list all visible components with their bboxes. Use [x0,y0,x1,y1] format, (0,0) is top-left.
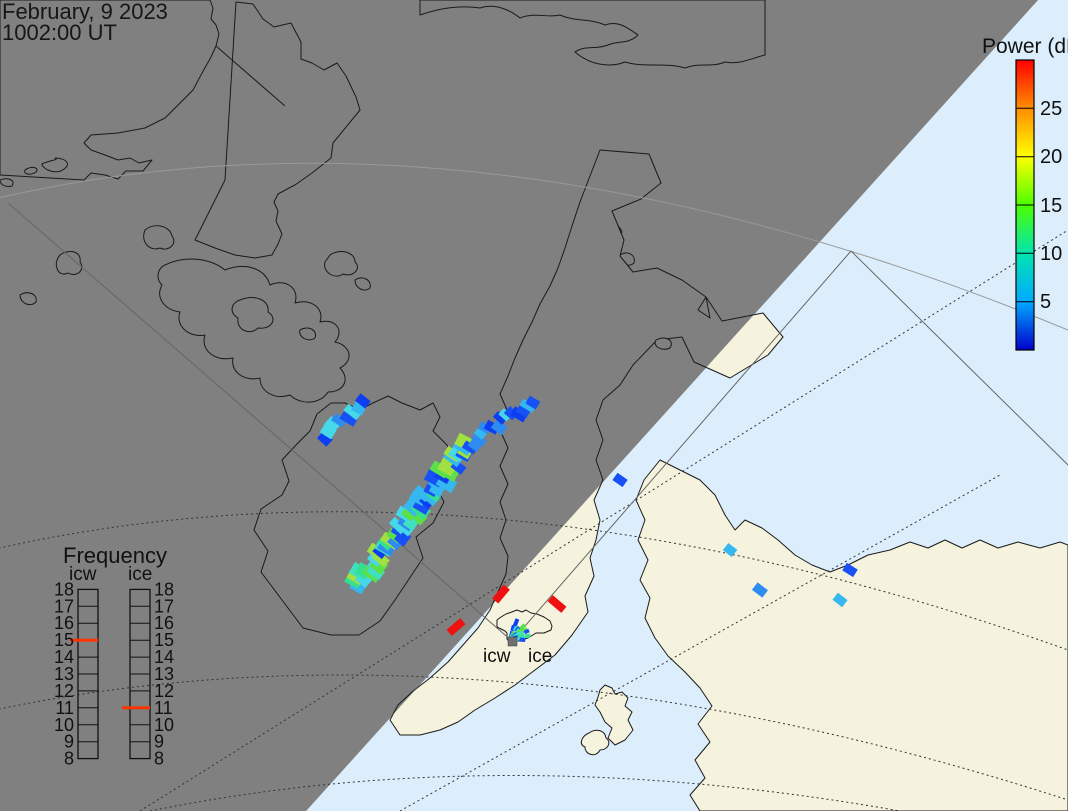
svg-text:20: 20 [1040,146,1062,168]
svg-text:ice: ice [528,646,552,667]
svg-text:10: 10 [1040,243,1062,265]
svg-text:icw: icw [483,646,511,667]
svg-text:25: 25 [1040,98,1062,120]
svg-text:ice: ice [128,564,152,585]
svg-text:5: 5 [1040,291,1051,313]
svg-text:8: 8 [154,749,164,769]
svg-text:8: 8 [64,749,74,769]
svg-text:1002:00 UT: 1002:00 UT [2,20,117,45]
svg-text:15: 15 [1040,195,1062,217]
svg-text:Power (dB): Power (dB) [982,35,1068,58]
